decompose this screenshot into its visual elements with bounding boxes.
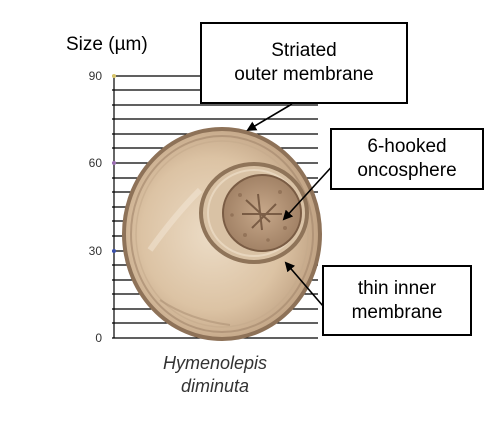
tick-label-60: 60: [88, 156, 102, 170]
tick-label-30: 30: [88, 244, 102, 258]
outer-membrane-arrow: [246, 103, 293, 132]
tick-label-90: 90: [88, 69, 102, 83]
egg-image: [122, 127, 322, 341]
oncosphere-arrow: [282, 161, 337, 221]
species-name: Hymenolepis diminuta: [162, 353, 268, 396]
callout-outer-membrane: Striated outer membrane: [200, 22, 408, 104]
callout-arrows: [246, 103, 337, 307]
callout-oncosphere: 6-hooked oncosphere: [330, 128, 484, 190]
tick-label-0: 0: [95, 331, 102, 345]
size-axis-label: Size (µm): [66, 34, 148, 55]
inner-membrane-arrow: [284, 261, 324, 307]
tick-marks: [112, 74, 116, 253]
callout-inner-membrane: thin inner membrane: [322, 265, 472, 336]
